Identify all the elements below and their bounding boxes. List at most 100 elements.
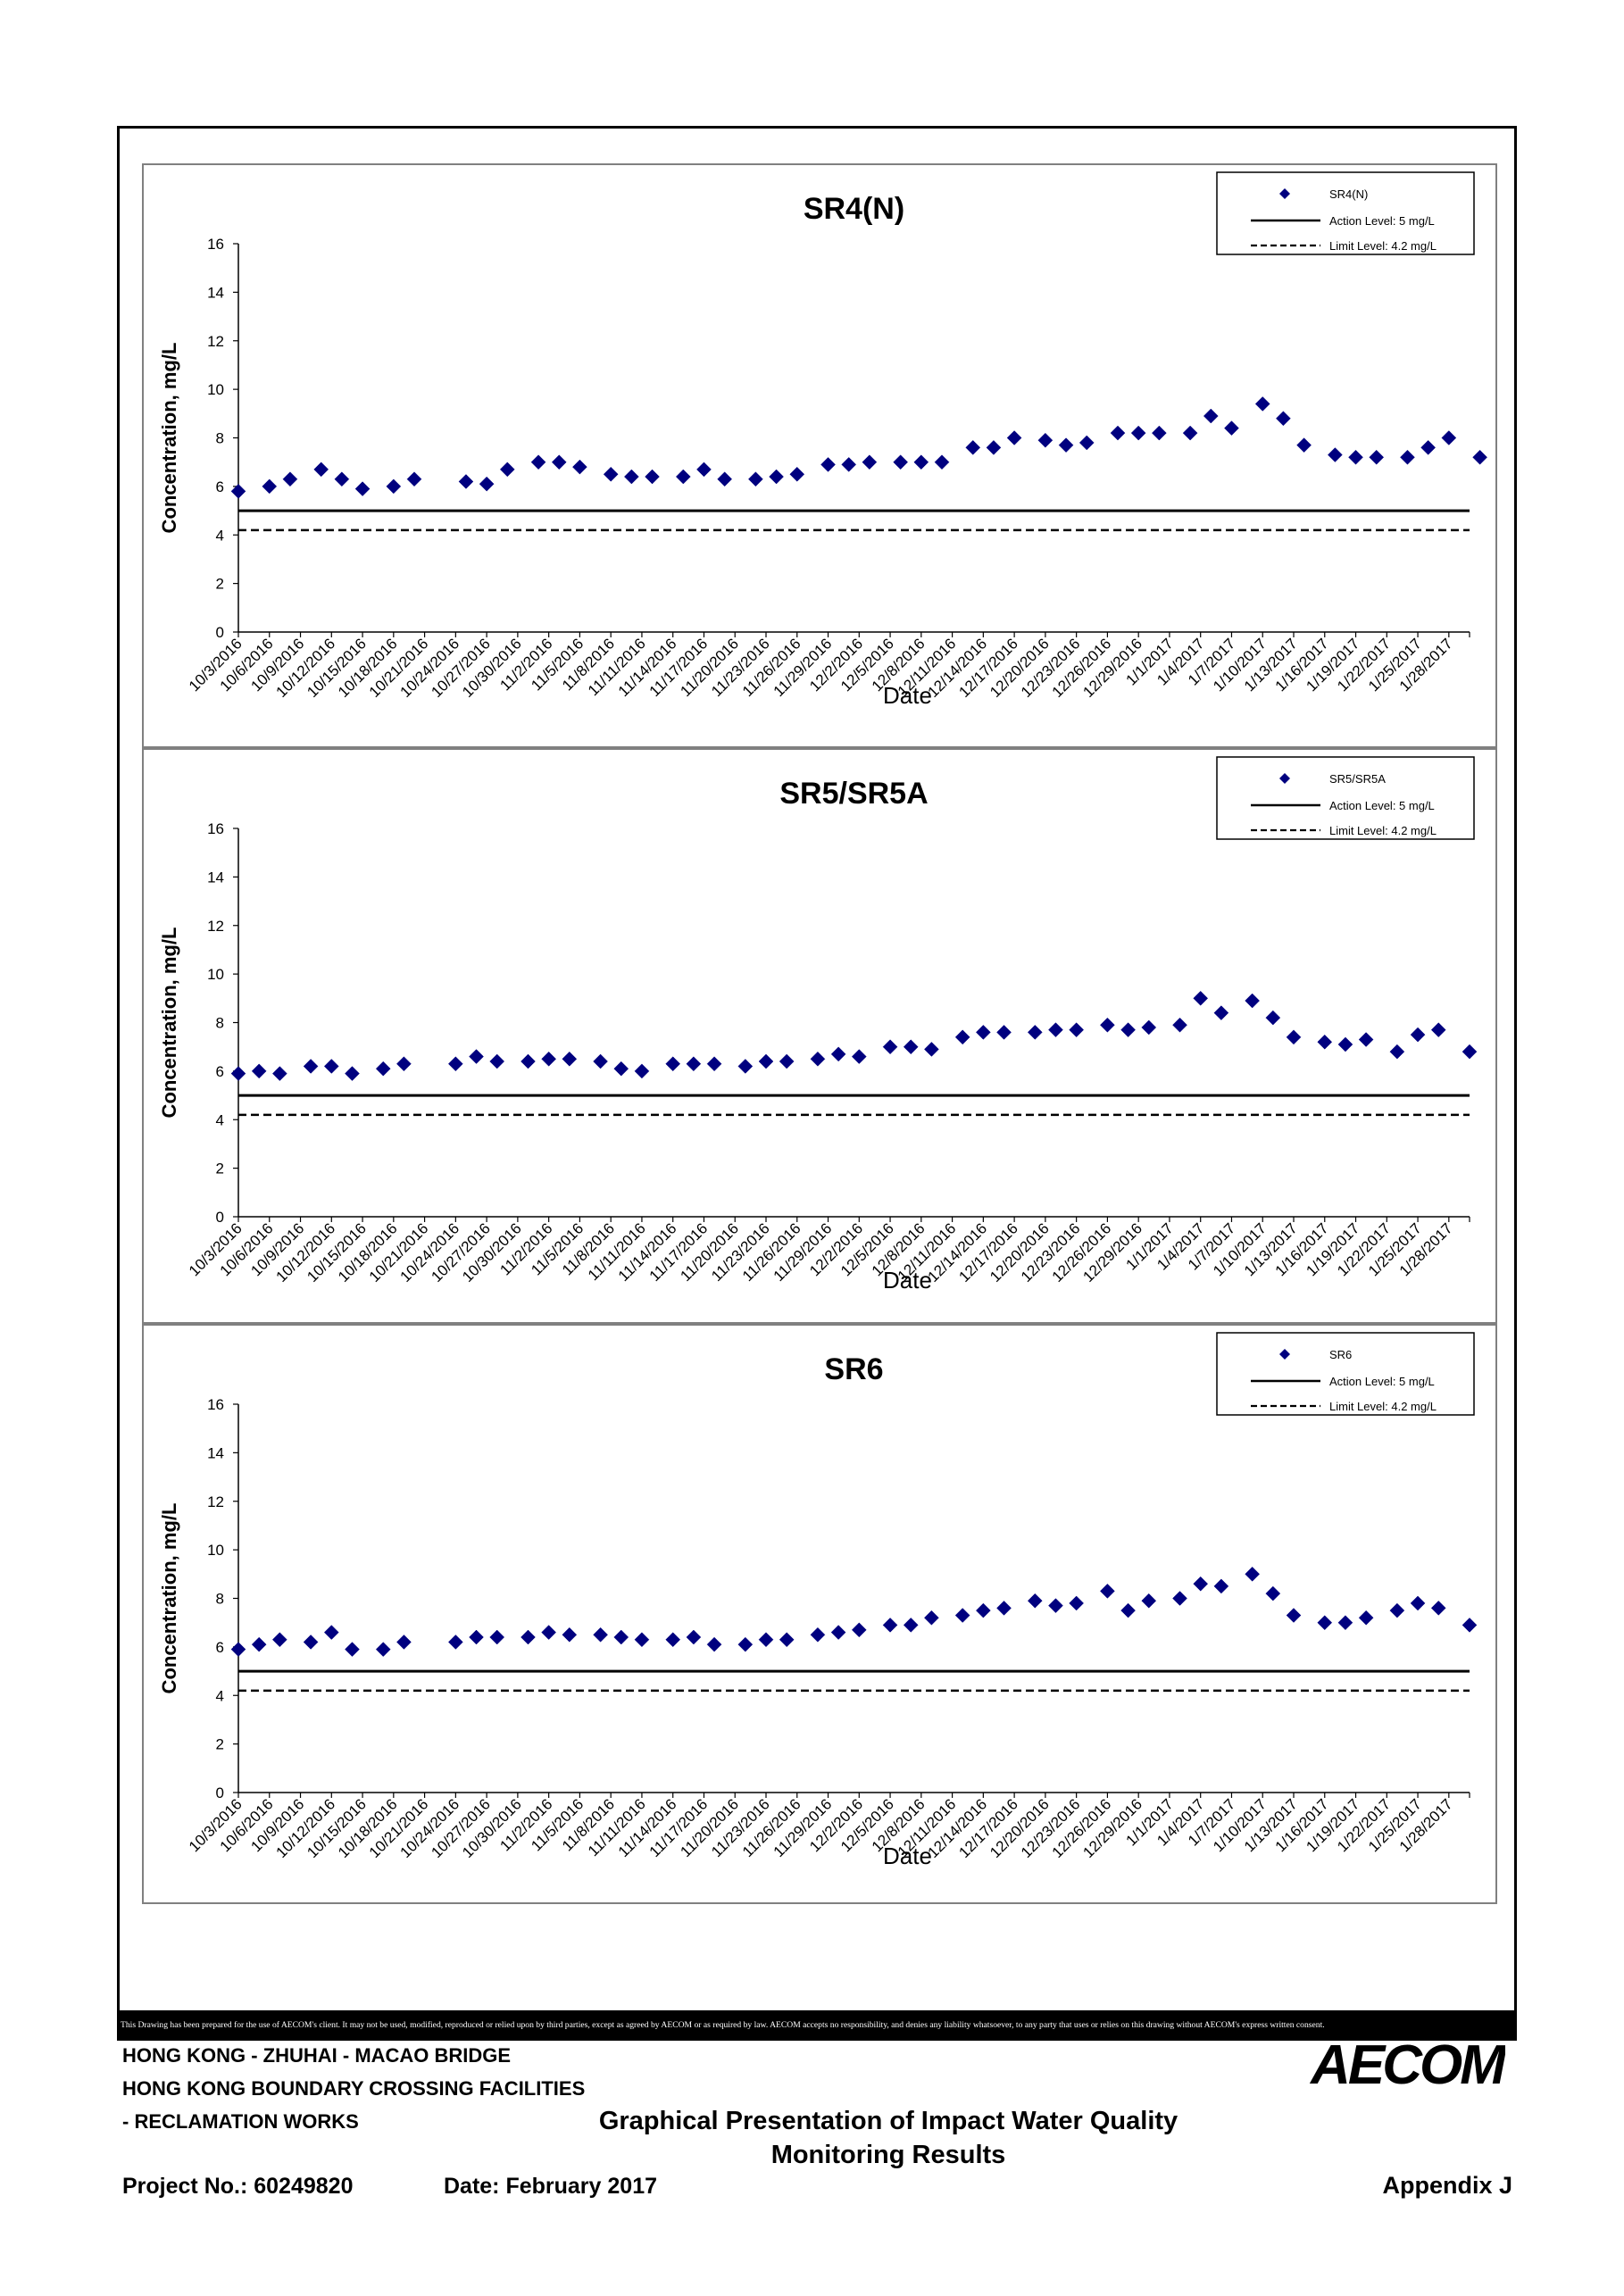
data-point [954,1029,970,1045]
y-tick-label: 16 [207,1396,224,1413]
data-point [1389,1602,1405,1618]
data-point [830,1625,846,1640]
data-point [593,1053,608,1069]
data-point [1420,440,1437,455]
y-tick-label: 10 [207,381,224,398]
data-point [1462,1618,1478,1633]
data-point [271,1066,287,1081]
y-tick-label: 10 [207,1542,224,1559]
data-point [375,1061,391,1077]
data-point [1130,425,1146,441]
data-point [354,481,371,496]
data-point [779,1632,795,1648]
legend-label-action: Action Level: 5 mg/L [1329,799,1435,812]
data-point [262,478,278,495]
data-point [521,1053,536,1069]
disclaimer-bar: This Drawing has been prepared for the u… [117,2010,1517,2041]
data-point [1172,1017,1187,1033]
document-title-line-2: Monitoring Results [770,2141,1006,2169]
legend-label-limit: Limit Level: 4.2 mg/L [1329,824,1437,837]
project-name-line-1: HONG KONG - ZHUHAI - MACAO BRIDGE [122,2044,512,2067]
data-point [1182,425,1198,441]
data-point [1048,1022,1063,1038]
data-point [469,1629,484,1645]
data-point [603,466,619,482]
data-point [1213,1578,1229,1594]
data-point [303,1635,319,1650]
y-tick-label: 0 [216,1209,224,1226]
data-point [810,1626,826,1643]
y-tick-label: 14 [207,869,224,886]
y-tick-label: 6 [216,1063,224,1080]
document-title: Graphical Presentation of Impact Water Q… [536,2104,1241,2172]
data-point [1193,1576,1209,1592]
project-number: Project No.: 60249820 [122,2174,354,2199]
data-point [1410,1027,1426,1043]
data-point [562,1051,578,1067]
data-point [830,1046,846,1062]
data-point [737,1636,754,1652]
y-tick-label: 2 [216,1736,224,1753]
data-point [789,466,805,482]
data-point [271,1632,287,1648]
data-point [1358,1610,1374,1626]
data-point [396,1056,412,1072]
data-point [1151,425,1167,441]
y-tick-label: 0 [216,1784,224,1801]
y-axis-title: Concentration, mg/L [158,1503,180,1694]
data-point [1286,1608,1302,1623]
data-point [1006,430,1022,445]
data-point [820,457,836,472]
y-tick-label: 16 [207,236,224,253]
data-point [530,454,546,470]
data-point [1141,1019,1157,1036]
data-point [1027,1593,1043,1609]
data-point [1224,420,1239,436]
data-point [1079,435,1095,451]
data-point [686,1629,702,1645]
data-point [748,471,763,487]
data-point [882,1039,898,1055]
x-axis-title: Date [883,1843,932,1869]
chart-sr5-sr5a: SR5/SR5A 0 2 4 6 8 10 12 14 16 Concentration, mg/L… [142,748,1497,1324]
chart-panel-sr6: SR6 0 2 4 6 8 10 12 14 16 Concentration, mg/L 10/3/… [142,1324,1497,1904]
y-tick-label: 0 [216,624,224,641]
data-point [375,1642,391,1657]
y-tick-label: 6 [216,1639,224,1656]
data-point [1048,1598,1063,1614]
data-point [841,457,857,472]
data-point [469,1049,484,1064]
y-tick-label: 2 [216,1160,224,1177]
data-point [230,1066,246,1081]
data-point [851,1049,867,1064]
y-tick-label: 12 [207,918,224,935]
y-tick-label: 4 [216,527,224,544]
legend-box [1216,1332,1475,1416]
data-point [1027,1025,1043,1040]
legend-box [1216,171,1475,255]
data-point [1265,1010,1281,1026]
data-point [1172,1591,1187,1606]
data-point [479,476,495,492]
data-point [665,1632,681,1648]
chart-title: SR4(N) [804,192,904,226]
data-point [1441,430,1457,445]
data-point [499,462,515,478]
data-point [965,440,981,455]
panel-border [142,748,1497,1324]
panel-border [142,1324,1497,1904]
appendix-label: Appendix J [1382,2172,1512,2199]
data-point [1400,449,1415,465]
project-name-line-3: - RECLAMATION WORKS [122,2110,359,2133]
data-point [458,474,474,489]
data-point [779,1053,795,1069]
data-point [1213,1005,1229,1020]
data-point [541,1625,557,1640]
y-tick-label: 14 [207,1444,224,1461]
data-point [1327,447,1343,462]
data-point [975,1602,991,1618]
data-point [1462,1044,1478,1060]
data-point [1348,449,1363,465]
data-point [758,1053,774,1069]
